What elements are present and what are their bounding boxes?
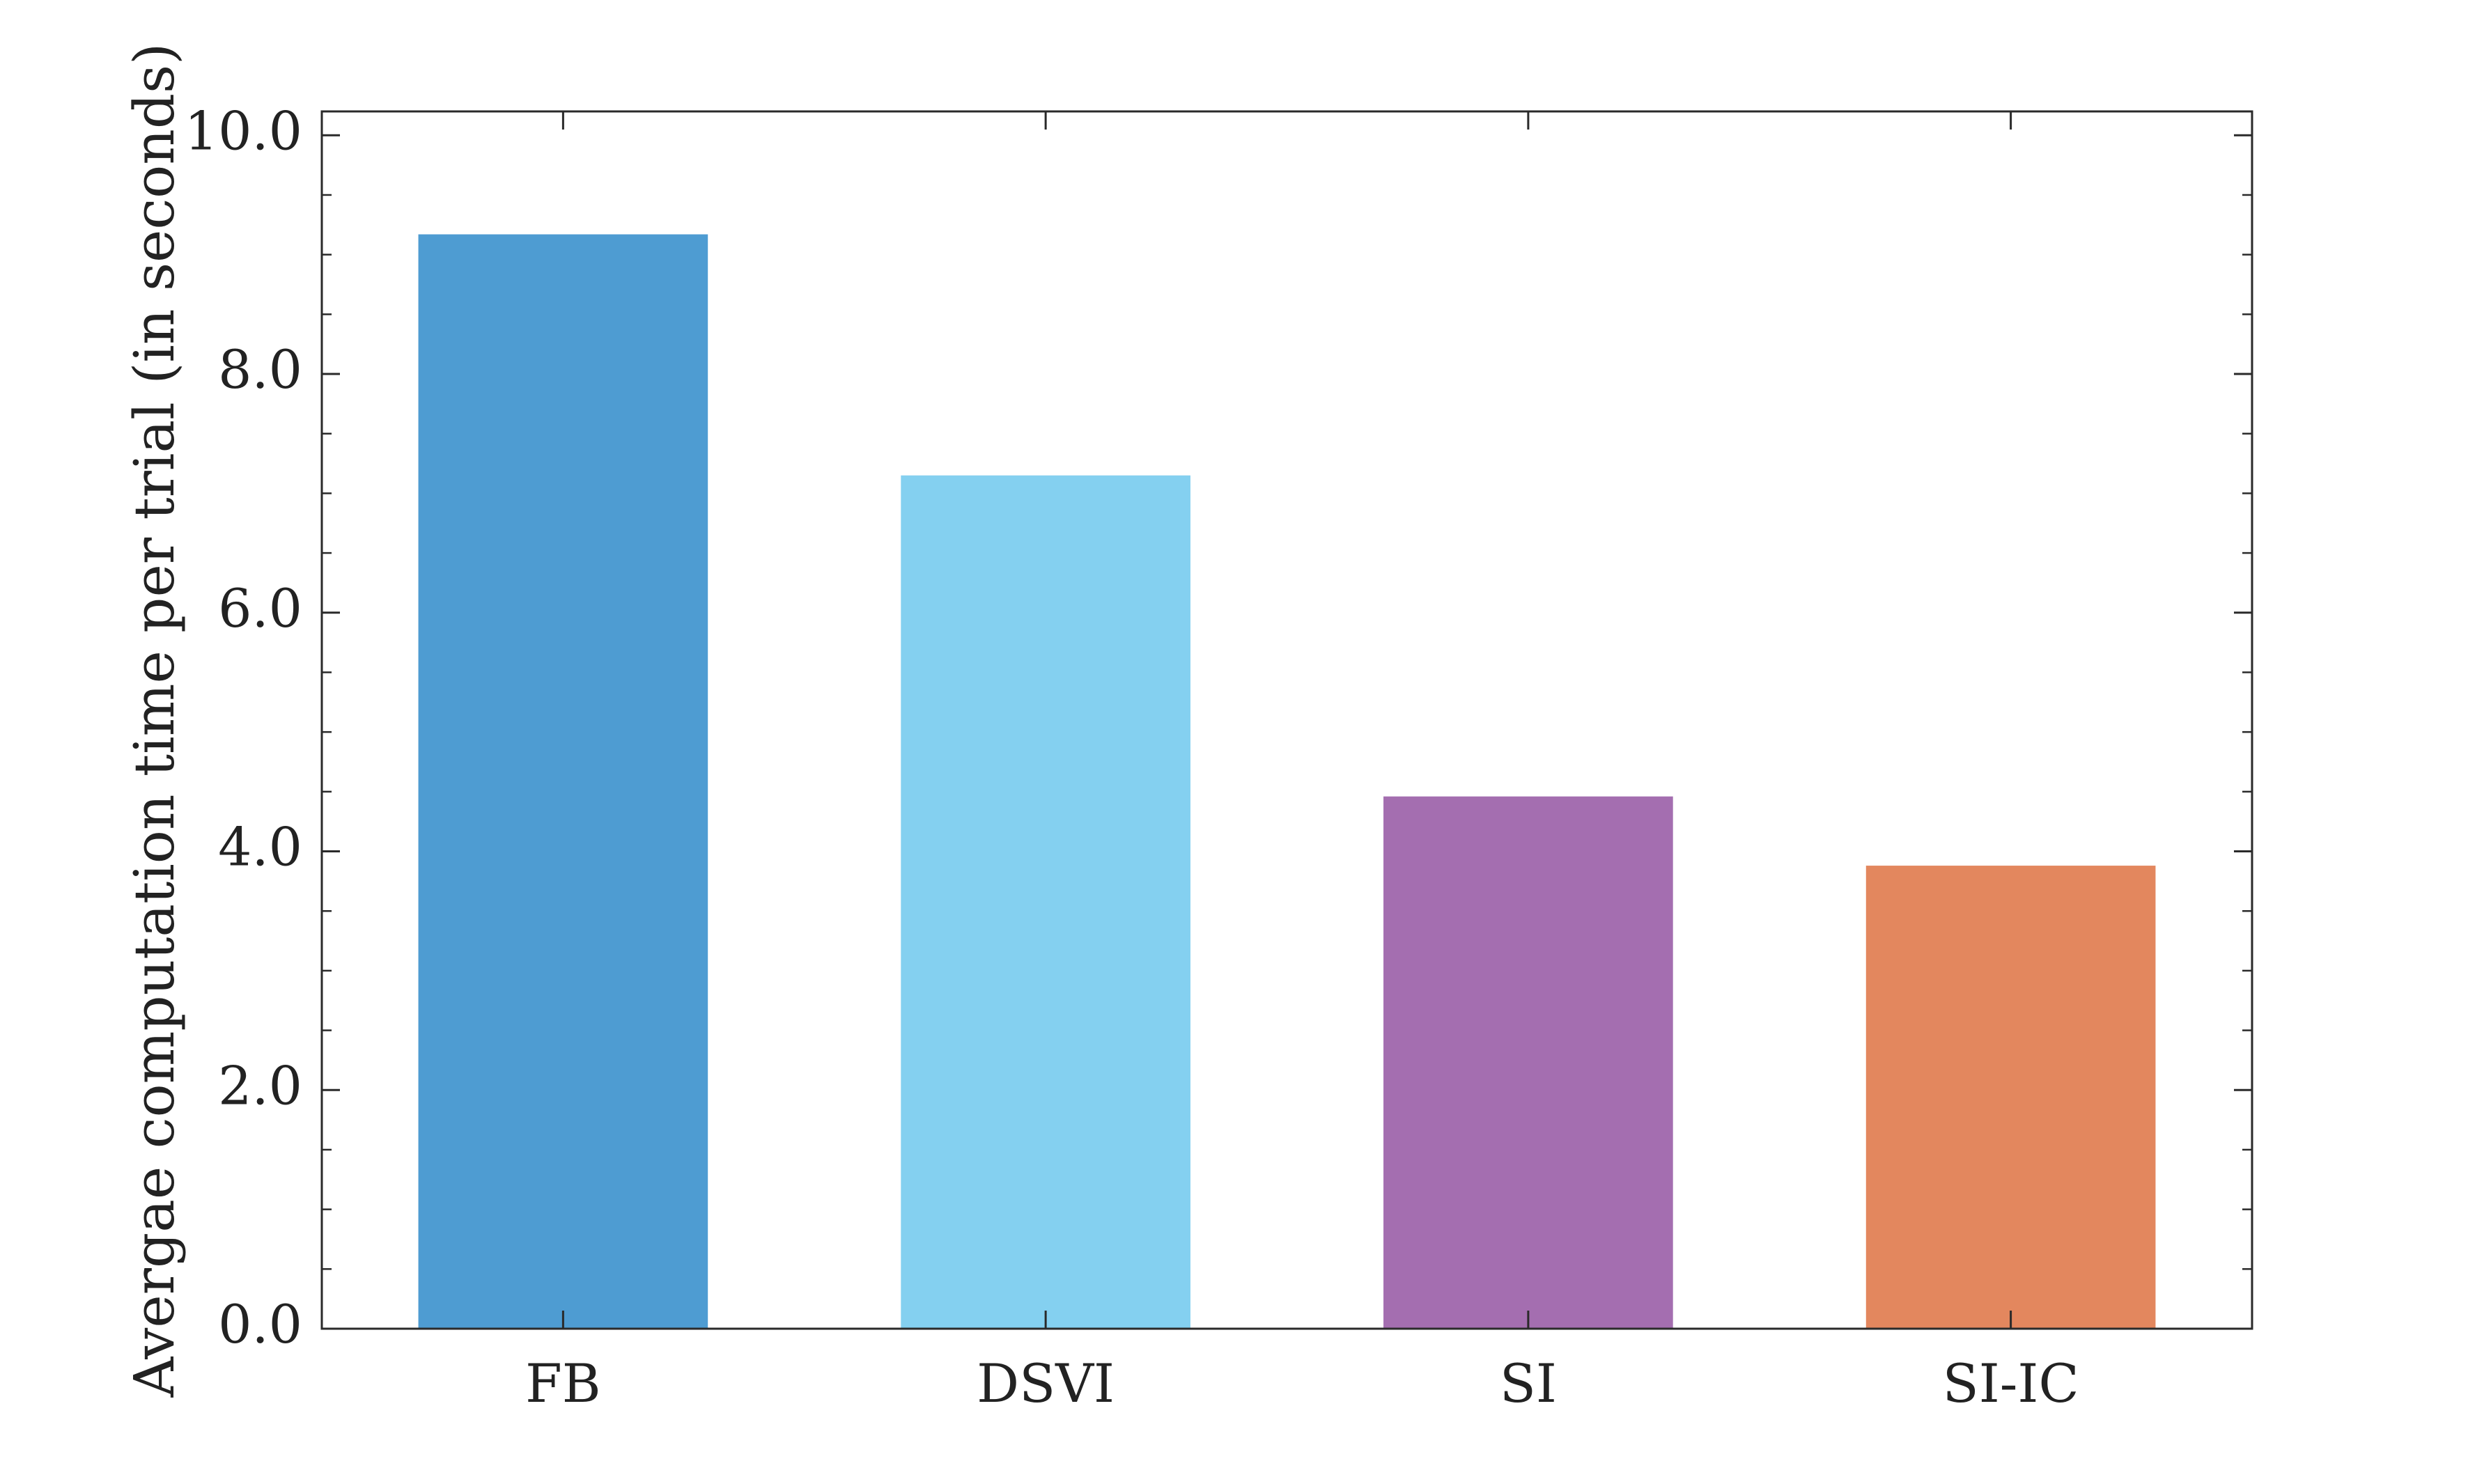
ticks-layer	[322, 111, 2252, 1330]
plot-frame	[320, 110, 2253, 1330]
x-tick-label: SI	[1500, 1352, 1557, 1414]
bar-fb	[418, 234, 708, 1329]
x-tick-labels: FB DSVI SI SI-IC	[525, 1352, 2079, 1414]
y-tick-label: 4.0	[218, 816, 302, 878]
bar-si	[1383, 796, 1673, 1329]
y-axis-label: Avergae computation time per trial (in s…	[122, 43, 187, 1398]
x-tick-label: FB	[525, 1352, 601, 1414]
y-tick-label: 0.0	[218, 1293, 302, 1355]
x-tick-label: SI-IC	[1943, 1352, 2079, 1414]
bar-dsvi	[901, 475, 1190, 1329]
bars-layer	[418, 234, 2156, 1329]
x-tick-label: DSVI	[977, 1352, 1115, 1414]
y-tick-label: 10.0	[185, 100, 302, 162]
y-tick-label: 8.0	[218, 338, 302, 400]
y-tick-labels: 0.0 2.0 4.0 6.0 8.0 10.0	[185, 100, 302, 1355]
bar-si-ic	[1865, 866, 2156, 1329]
y-tick-label: 2.0	[218, 1054, 302, 1116]
y-tick-label: 6.0	[218, 577, 302, 639]
